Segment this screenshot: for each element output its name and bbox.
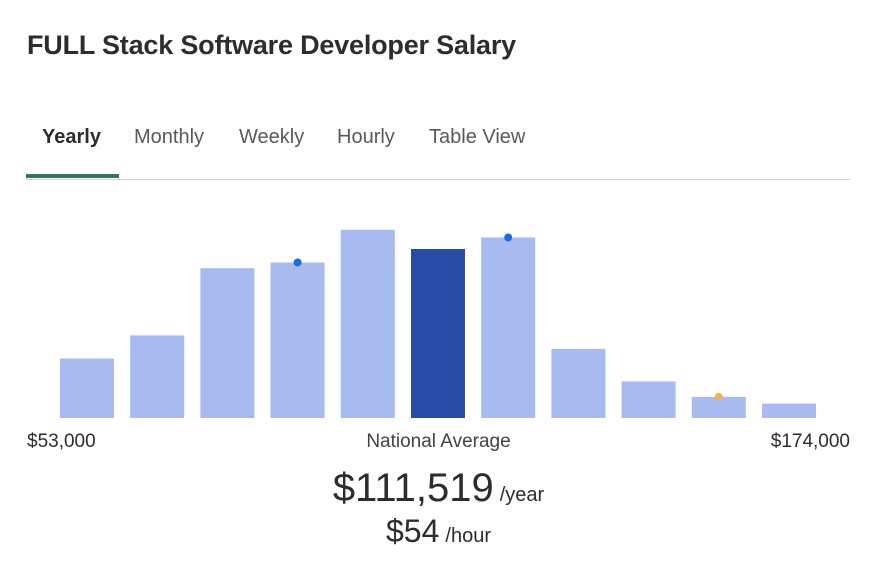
yearly-salary-row: $111,519/year <box>0 466 877 511</box>
hourly-salary-value: $54 <box>386 513 440 549</box>
histogram-bar <box>762 403 816 418</box>
histogram-bar <box>481 237 536 418</box>
histogram-bar-national-average <box>411 249 465 418</box>
histogram-marker-dot <box>293 258 302 267</box>
histogram-bar <box>60 358 114 418</box>
tab-hourly[interactable]: Hourly <box>337 126 395 148</box>
tab-weekly[interactable]: Weekly <box>239 126 305 148</box>
histogram-bar <box>621 381 676 418</box>
histogram-bar <box>551 348 606 418</box>
active-tab-indicator <box>26 174 119 178</box>
tab-monthly[interactable]: Monthly <box>134 126 205 148</box>
histogram-bar <box>270 262 325 418</box>
histogram-bar <box>200 268 255 418</box>
tab-table-view[interactable]: Table View <box>429 126 526 148</box>
min-salary-label: $53,000 <box>27 431 96 452</box>
histogram-bar <box>691 396 746 418</box>
national-average-label: National Average <box>366 431 511 452</box>
histogram-bar <box>340 229 395 418</box>
max-salary-label: $174,000 <box>770 431 850 452</box>
page-title: FULL Stack Software Developer Salary <box>27 30 516 60</box>
hourly-unit: /hour <box>445 525 491 547</box>
period-tabs: Yearly Monthly Weekly Hourly Table View <box>26 118 850 180</box>
salary-histogram <box>60 229 816 418</box>
hourly-salary-row: $54/hour <box>0 513 877 550</box>
histogram-marker-dot <box>504 233 513 242</box>
tab-yearly[interactable]: Yearly <box>42 126 101 148</box>
yearly-salary-value: $111,519 <box>332 466 494 510</box>
histogram-marker-dot <box>714 392 723 401</box>
salary-distribution-chart <box>0 190 877 420</box>
histogram-bar <box>130 335 185 418</box>
yearly-unit: /year <box>499 484 545 506</box>
